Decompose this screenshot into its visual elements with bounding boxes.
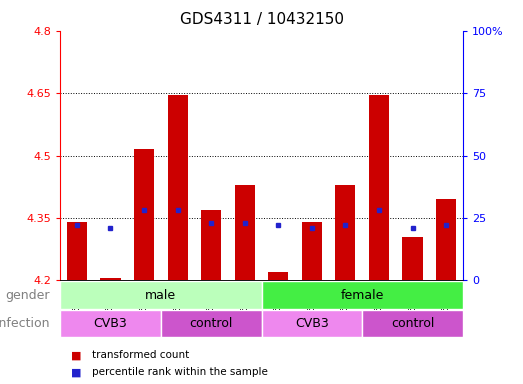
Bar: [60, 310, 161, 337]
Text: CVB3: CVB3: [94, 317, 128, 330]
Bar: [335, 185, 356, 280]
Text: control: control: [189, 317, 233, 330]
Text: female: female: [340, 289, 384, 302]
Bar: [436, 199, 456, 280]
Bar: [268, 272, 288, 280]
Text: ■: ■: [71, 367, 81, 377]
Text: gender: gender: [6, 289, 50, 302]
Text: infection: infection: [0, 317, 50, 330]
Text: CVB3: CVB3: [295, 317, 329, 330]
Text: ■: ■: [71, 350, 81, 360]
Bar: [100, 278, 121, 280]
Text: male: male: [145, 289, 176, 302]
Bar: [403, 237, 423, 280]
Bar: [167, 95, 188, 280]
Bar: [67, 222, 87, 280]
Text: control: control: [391, 317, 434, 330]
Bar: [362, 310, 463, 337]
Title: GDS4311 / 10432150: GDS4311 / 10432150: [179, 12, 344, 27]
Bar: [262, 281, 463, 309]
Bar: [60, 281, 262, 309]
Bar: [201, 210, 221, 280]
Bar: [235, 185, 255, 280]
Bar: [302, 222, 322, 280]
Text: percentile rank within the sample: percentile rank within the sample: [92, 367, 267, 377]
Bar: [134, 149, 154, 280]
Bar: [262, 310, 362, 337]
Bar: [161, 310, 262, 337]
Text: transformed count: transformed count: [92, 350, 189, 360]
Bar: [369, 95, 389, 280]
